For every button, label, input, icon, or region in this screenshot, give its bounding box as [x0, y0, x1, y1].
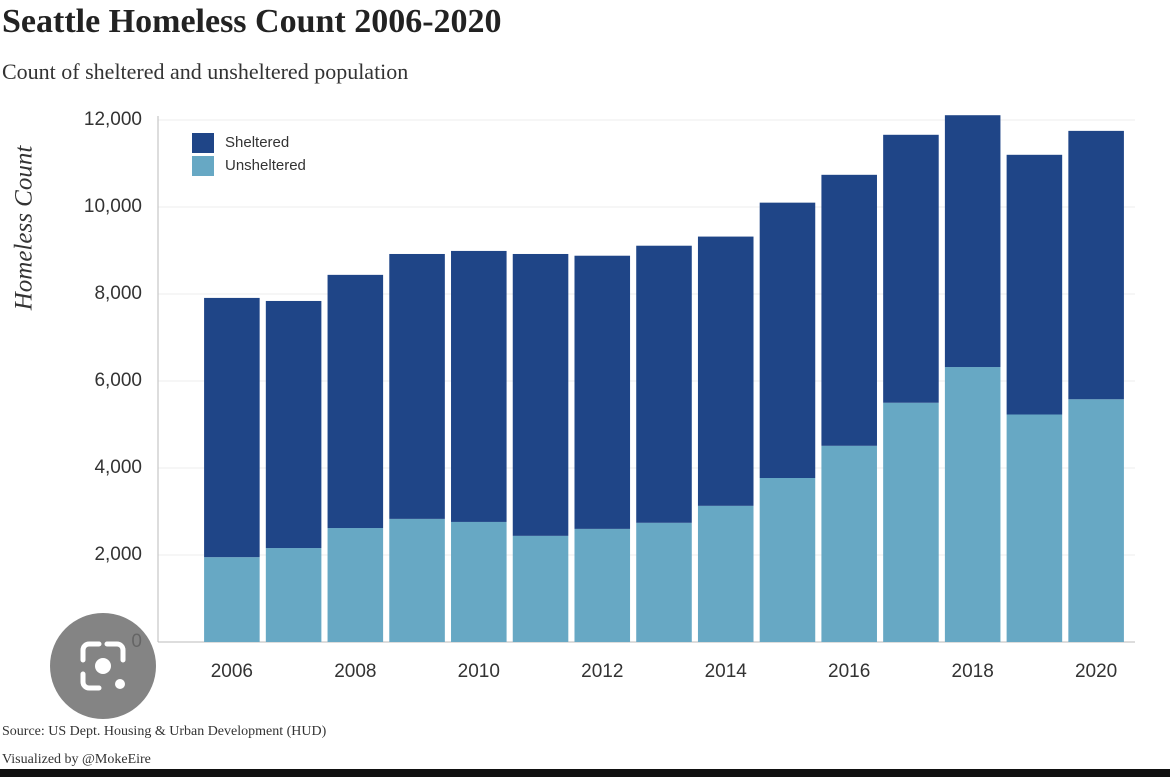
bar-segment: [265, 300, 322, 549]
legend-swatch: [192, 156, 214, 176]
bar-segment: [697, 505, 754, 642]
bar-segment: [1006, 414, 1063, 642]
bar-segment: [1068, 130, 1124, 400]
x-tick-label: 2014: [705, 661, 748, 682]
bar-segment: [883, 134, 939, 403]
bar-segment: [759, 202, 816, 479]
legend-swatch: [192, 133, 214, 153]
y-tick-label: 6,000: [94, 370, 142, 391]
bar-segment: [697, 236, 754, 506]
bottom-bar: [0, 769, 1170, 777]
x-tick-label: 2020: [1075, 661, 1117, 682]
lens-dot: [115, 679, 125, 689]
bar-segment: [636, 245, 692, 523]
bar-segment: [389, 253, 445, 519]
bar-segment: [574, 255, 631, 529]
x-tick-label: 2008: [334, 661, 376, 682]
credit-note: Visualized by @MokeEire: [2, 752, 151, 767]
chart-subtitle: Count of sheltered and unsheltered popul…: [2, 59, 408, 84]
y-tick-label: 2,000: [94, 544, 142, 565]
legend-label: Unsheltered: [225, 157, 306, 174]
bar-segment: [451, 521, 507, 642]
bar-segment: [204, 557, 260, 642]
y-tick-label: 12,000: [84, 109, 142, 130]
bar-segment: [204, 297, 260, 558]
bar-segment: [1006, 154, 1063, 415]
bar-segment: [759, 478, 816, 642]
y-tick-label: 8,000: [94, 283, 142, 304]
bar-segment: [821, 174, 877, 446]
bar-segment: [265, 548, 322, 642]
bar-segment: [636, 522, 692, 642]
bar-segment: [512, 535, 569, 642]
y-tick-label: 10,000: [84, 196, 142, 217]
legend-label: Sheltered: [225, 134, 289, 151]
bar-segment: [883, 402, 939, 642]
bar-segment: [327, 528, 384, 642]
x-tick-label: 2012: [581, 661, 623, 682]
source-note: Source: US Dept. Housing & Urban Develop…: [2, 724, 327, 739]
bar-segment: [821, 445, 877, 642]
bar-segment: [451, 250, 507, 522]
bar-segment: [1068, 399, 1124, 642]
x-tick-label: 2018: [952, 661, 994, 682]
lens-frame: [80, 641, 126, 691]
bar-segment: [944, 115, 1001, 368]
bar-segment: [574, 528, 631, 642]
lens-icon: [50, 613, 156, 719]
lens-center: [95, 658, 111, 674]
x-tick-label: 2010: [458, 661, 500, 682]
y-tick-label: 4,000: [94, 457, 142, 478]
bar-segment: [512, 253, 569, 536]
bar-segment: [327, 274, 384, 529]
x-tick-label: 2016: [828, 661, 870, 682]
bar-segment: [389, 518, 445, 642]
x-tick-label: 2006: [211, 661, 253, 682]
bar-segment: [944, 367, 1001, 642]
chart-title: Seattle Homeless Count 2006-2020: [2, 3, 502, 40]
y-axis-label: Homeless Count: [11, 145, 38, 312]
